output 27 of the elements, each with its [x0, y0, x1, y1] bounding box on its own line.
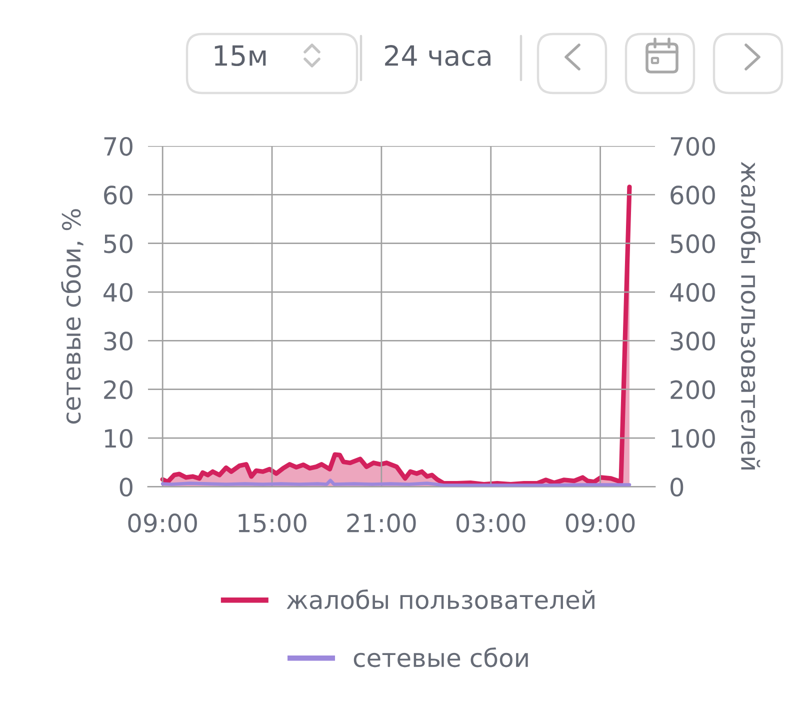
x-tick-label: 09:00 [128, 514, 197, 532]
text: 24 часа [385, 45, 490, 66]
y-tick-label: 20 [104, 380, 132, 400]
y2-tick-label: 400 [670, 282, 715, 302]
text: 15м [214, 45, 266, 66]
x-tick-label: 21:00 [347, 514, 416, 532]
y-tick-label: 60 [104, 186, 132, 205]
y-tick-label: 0 [120, 478, 132, 497]
y-tick-label: 30 [104, 332, 132, 351]
y2-tick-label: 200 [670, 380, 715, 400]
y2-axis-title: жалобы пользователей [740, 162, 761, 470]
x-tick-label: 09:00 [566, 514, 635, 532]
y-tick-label: 40 [104, 282, 132, 302]
y-tick-label: 10 [105, 428, 132, 448]
legend-label: жалобы пользователей [286, 589, 594, 610]
y-tick-label: 50 [104, 234, 132, 254]
y2-tick-label: 500 [670, 234, 715, 254]
x-tick-label: 03:00 [456, 514, 526, 532]
y2-tick-label: 600 [670, 186, 715, 205]
y2-tick-label: 700 [670, 136, 715, 156]
y2-tick-label: 100 [672, 428, 715, 448]
legend-label: сетевые сбои [354, 647, 528, 668]
x-tick-label: 15:00 [238, 514, 306, 532]
y-axis-title: сетевые сбои, % [61, 209, 84, 424]
y-tick-label: 70 [104, 136, 132, 156]
y2-tick-label: 300 [670, 332, 715, 351]
y2-tick-label: 0 [670, 478, 684, 497]
